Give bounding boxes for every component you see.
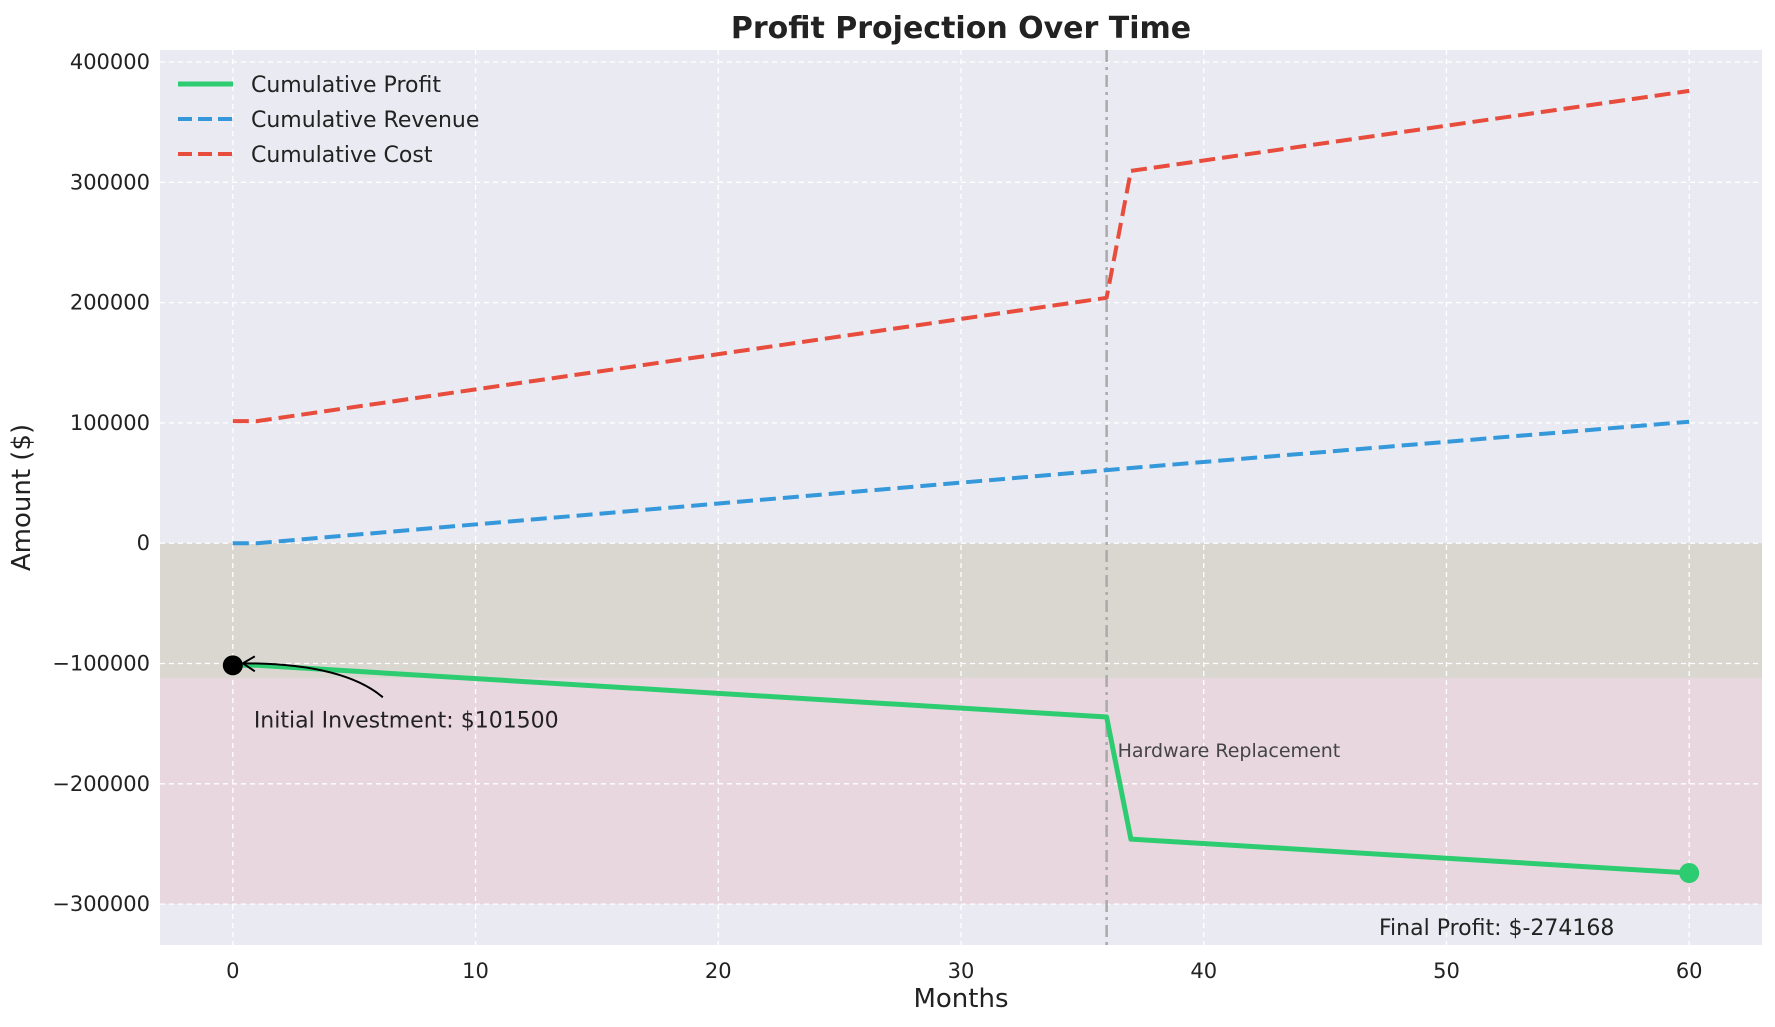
y-axis-label: Amount ($) bbox=[7, 424, 37, 571]
chart-title: Profit Projection Over Time bbox=[731, 11, 1191, 46]
y-tick-label: −100000 bbox=[52, 652, 150, 676]
x-tick-label: 10 bbox=[462, 959, 489, 983]
y-tick-label: 200000 bbox=[70, 291, 150, 315]
profit-zone-bands bbox=[160, 543, 1762, 905]
y-tick-labels: −300000 −200000 −100000 0 100000 200000 300000… bbox=[52, 50, 150, 916]
series-line-0 bbox=[232, 662, 1690, 876]
legend: Cumulative Profit Cumulative Revenue Cumul… bbox=[178, 73, 479, 168]
point-markers bbox=[222, 655, 1700, 884]
y-tick-label: 0 bbox=[137, 531, 150, 555]
final-profit-annotation: Final Profit: $-274168 bbox=[1379, 916, 1614, 941]
legend-label-1: Cumulative Revenue bbox=[251, 108, 479, 133]
x-tick-labels: 0 10 20 30 40 50 60 bbox=[226, 959, 1702, 983]
marker-0 bbox=[222, 655, 243, 676]
grid-lines bbox=[160, 50, 1762, 945]
y-tick-label: 400000 bbox=[70, 50, 150, 74]
initial-investment-arrowhead bbox=[240, 655, 256, 673]
initial-investment-arrow bbox=[242, 662, 384, 699]
x-tick-label: 50 bbox=[1433, 959, 1460, 983]
series-line-1 bbox=[232, 419, 1690, 546]
x-tick-label: 40 bbox=[1190, 959, 1217, 983]
y-tick-label: 100000 bbox=[70, 411, 150, 435]
legend-label-0: Cumulative Profit bbox=[251, 73, 441, 98]
legend-label-2: Cumulative Cost bbox=[251, 143, 433, 168]
hardware-replacement-label: Hardware Replacement bbox=[1118, 740, 1341, 762]
x-tick-label: 30 bbox=[948, 959, 975, 983]
y-tick-label: 300000 bbox=[70, 170, 150, 194]
x-tick-label: 0 bbox=[226, 959, 239, 983]
y-tick-label: −300000 bbox=[52, 892, 150, 916]
x-tick-label: 20 bbox=[705, 959, 732, 983]
initial-investment-annotation: Initial Investment: $101500 bbox=[254, 708, 559, 733]
series-line-2 bbox=[232, 88, 1690, 424]
marker-1 bbox=[1679, 863, 1700, 884]
x-axis-label: Months bbox=[913, 984, 1008, 1014]
series-lines bbox=[232, 88, 1690, 876]
y-tick-label: −200000 bbox=[52, 772, 150, 796]
x-tick-label: 60 bbox=[1676, 959, 1703, 983]
